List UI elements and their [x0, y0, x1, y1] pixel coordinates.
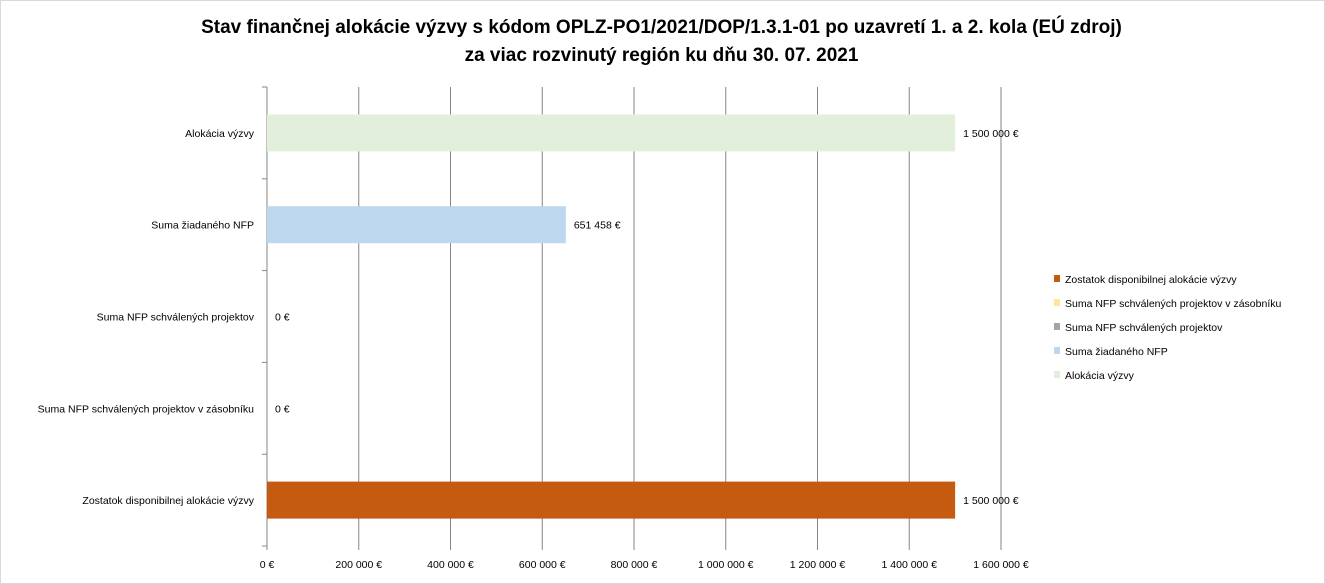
legend-label: Zostatok disponibilnej alokácie výzvy — [1065, 274, 1237, 286]
x-tick-label: 600 000 € — [519, 559, 566, 571]
data-label: 0 € — [275, 312, 290, 324]
chart-title-block: Stav finančnej alokácie výzvy s kódom OP… — [0, 14, 1323, 70]
data-label: 1 500 000 € — [963, 128, 1019, 140]
x-tick-label: 1 000 000 € — [698, 559, 754, 571]
legend-swatch — [1054, 275, 1060, 282]
x-tick-label: 800 000 € — [611, 559, 658, 571]
x-tick-label: 1 600 000 € — [973, 559, 1029, 571]
legend-swatch — [1054, 347, 1060, 354]
legend-label: Suma žiadaného NFP — [1065, 346, 1168, 358]
category-label: Suma NFP schválených projektov v zásobní… — [38, 403, 254, 415]
legend-label: Suma NFP schválených projektov — [1065, 322, 1223, 334]
chart-title: Stav finančnej alokácie výzvy s kódom OP… — [201, 17, 1122, 38]
data-label: 0 € — [275, 403, 290, 415]
data-label: 1 500 000 € — [963, 495, 1019, 507]
legend-label: Alokácia výzvy — [1065, 370, 1135, 382]
legend-swatch — [1054, 323, 1060, 330]
x-tick-label: 1 200 000 € — [790, 559, 846, 571]
x-tick-label: 400 000 € — [427, 559, 474, 571]
legend-swatch — [1054, 371, 1060, 378]
bar — [267, 114, 956, 152]
legend-label: Suma NFP schválených projektov v zásobní… — [1065, 298, 1281, 310]
x-tick-label: 1 400 000 € — [882, 559, 938, 571]
category-label: Suma žiadaného NFP — [151, 220, 254, 232]
bar — [267, 206, 566, 244]
category-label: Alokácia výzvy — [185, 128, 255, 140]
x-tick-label: 0 € — [260, 559, 275, 571]
category-label: Zostatok disponibilnej alokácie výzvy — [82, 495, 254, 507]
data-label: 651 458 € — [574, 220, 621, 232]
bar — [267, 481, 956, 519]
category-label: Suma NFP schválených projektov — [97, 312, 255, 324]
chart-subtitle: za viac rozvinutý región ku dňu 30. 07. … — [464, 45, 859, 66]
x-tick-label: 200 000 € — [335, 559, 382, 571]
legend-swatch — [1054, 299, 1060, 306]
